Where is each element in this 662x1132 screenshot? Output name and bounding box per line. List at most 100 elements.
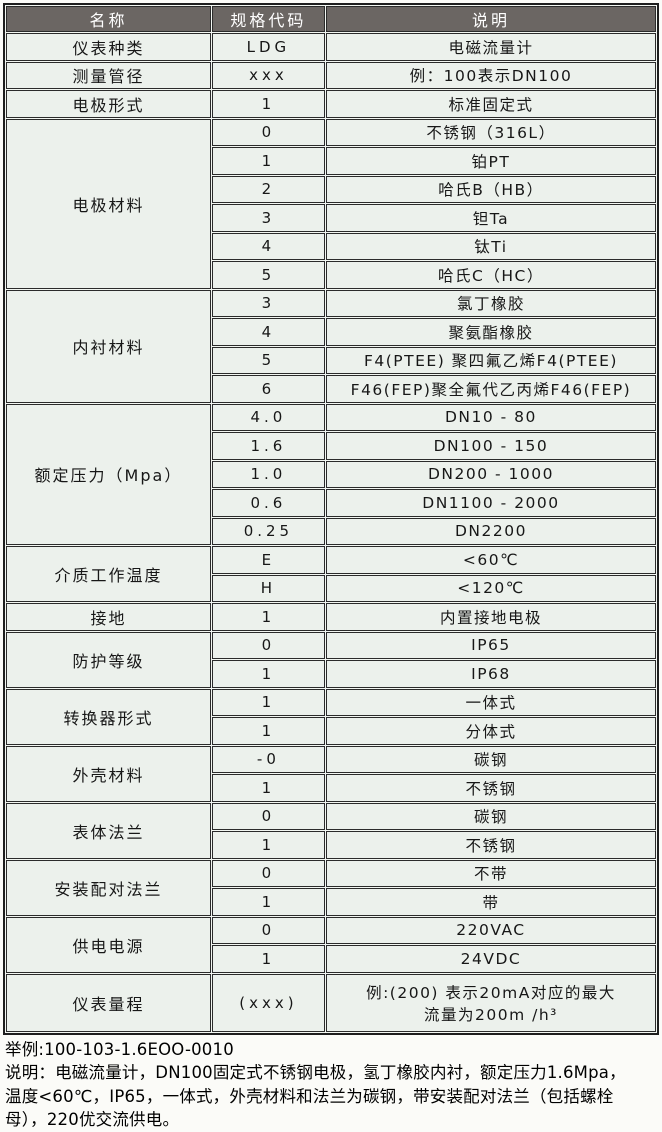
spec-code-cell: 2 [211,175,325,203]
table-row: 接地 1 内置接地电极 [6,603,656,631]
spec-desc-cell: 带 [325,888,656,916]
description-line: 温度<60℃，IP65，一体式，外壳材料和法兰为碳钢，带安装配对法兰（包括螺栓 [5,1086,614,1106]
spec-desc-cell: 铂PT [325,147,656,175]
spec-code-cell: 1 [211,603,325,631]
spec-name-cell: 额定压力（Mpa） [6,403,211,545]
spec-code-cell: 1 [211,888,325,916]
spec-code-cell: 1 [211,147,325,175]
description-line: 说明：电磁流量计，DN100固定式不锈钢电极，氢丁橡胶内衬，额定压力1.6Mpa… [5,1063,626,1082]
footer-notes: 举例:100-103-1.6EOO-0010 说明：电磁流量计，DN100固定式… [3,1038,659,1132]
spec-desc-cell: DN2200 [325,517,656,545]
spec-name-cell: 安装配对法兰 [6,859,211,916]
table-row: 防护等级 0 IP65 [6,631,656,688]
table-row: 额定压力（Mpa） 4.0 DN10 - 80 [6,403,656,545]
spec-code-cell: 1.6 [211,432,325,460]
spec-desc-cell: DN100 - 150 [325,432,656,460]
spec-desc-cell: 例：100表示DN100 [325,61,656,89]
table-row: 介质工作温度 E <60℃ [6,546,656,602]
spec-desc-cell: IP68 [325,660,656,688]
table-row: 供电电源 0 220VAC [6,916,656,973]
spec-table-body: 仪表种类 LDG 电磁流量计 测量管径 xxx 例：100表示DN100 电极形式 1 标准固定… [6,33,656,1032]
table-row: 1.6 DN100 - 150 [6,432,656,460]
spec-desc-cell: 碳钢 [325,745,656,773]
spec-name-cell: 外壳材料 [6,745,211,802]
spec-code-cell: 0 [211,631,325,659]
spec-code-cell: 0 [211,802,325,830]
table-row: 1 IP68 [6,660,656,688]
spec-name-cell: 表体法兰 [6,802,211,859]
spec-code-cell: E [211,546,325,574]
spec-name-cell: 仪表种类 [6,33,211,61]
spec-code-cell: 0 [211,118,325,146]
description-line: 母），220优交流供电。 [5,1110,180,1129]
spec-desc-cell: F46(FEP)聚全氟代乙丙烯F46(FEP) [325,375,656,403]
spec-code-cell: 1.0 [211,460,325,488]
table-row: 仪表量程 (xxx) 例:(200) 表示20mA对应的最大 流量为200m /h³ [6,973,656,1032]
spec-desc-cell: DN10 - 80 [325,403,656,431]
table-row: 1 24VDC [6,945,656,973]
spec-desc-cell: 分体式 [325,717,656,745]
spec-name-cell: 内衬材料 [6,289,211,403]
table-row: 1 分体式 [6,717,656,745]
table-row: 0.6 DN1100 - 2000 [6,489,656,517]
spec-desc-cell: DN200 - 1000 [325,460,656,488]
spec-code-cell: 3 [211,204,325,232]
spec-desc-cell: IP65 [325,631,656,659]
table-row: 6 F46(FEP)聚全氟代乙丙烯F46(FEP) [6,375,656,403]
spec-desc-cell: DN1100 - 2000 [325,489,656,517]
table-row: 电极材料 0 不锈钢（316L） [6,118,656,289]
spec-name-cell: 供电电源 [6,916,211,973]
spec-code-cell: 4.0 [211,403,325,431]
spec-code-cell: 1 [211,717,325,745]
spec-desc-cell: 钽Ta [325,204,656,232]
spec-desc-line: 例:(200) 表示20mA对应的最大 [366,983,616,1002]
spec-name-cell: 电极形式 [6,90,211,118]
spec-desc-cell: 电磁流量计 [325,33,656,61]
spec-code-cell: 0 [211,916,325,944]
spec-desc-cell: 不锈钢 [325,831,656,859]
table-row: 1 不锈钢 [6,774,656,802]
header-cell-name: 名称 [6,6,211,32]
spec-code-cell: 5 [211,261,325,289]
spec-code-cell: 4 [211,318,325,346]
spec-code-cell: 1 [211,688,325,716]
spec-code-cell: 1 [211,90,325,118]
spec-desc-cell: 碳钢 [325,802,656,830]
spec-desc-cell: 例:(200) 表示20mA对应的最大 流量为200m /h³ [325,973,656,1032]
spec-name-cell: 测量管径 [6,61,211,89]
table-row: 5 F4(PTEE) 聚四氟乙烯F4(PTEE) [6,346,656,374]
spec-code-cell: 1 [211,774,325,802]
spec-desc-cell: 不锈钢（316L） [325,118,656,146]
spec-name-cell: 电极材料 [6,118,211,289]
table-row: 3 钽Ta [6,204,656,232]
header-cell-desc: 说明 [325,6,656,32]
spec-name-cell: 仪表量程 [6,973,211,1032]
spec-desc-line: 流量为200m /h³ [424,1005,558,1024]
spec-code-cell: -0 [211,745,325,773]
spec-code-table: 名称 规格代码 说明 仪表种类 LDG 电磁流量计 测量管径 xxx 例：100表示DN1… [3,3,659,1035]
spec-desc-cell: 氯丁橡胶 [325,289,656,317]
spec-desc-cell: 标准固定式 [325,90,656,118]
spec-desc-cell: 内置接地电极 [325,603,656,631]
spec-code-cell: xxx [211,61,325,89]
table-row: 转换器形式 1 一体式 [6,688,656,745]
header-cell-code: 规格代码 [211,6,325,32]
table-row: 电极形式 1 标准固定式 [6,90,656,118]
spec-name-cell: 防护等级 [6,631,211,688]
spec-code-cell: 6 [211,375,325,403]
spec-desc-cell: 24VDC [325,945,656,973]
spec-code-cell: 5 [211,346,325,374]
table-row: H <120℃ [6,574,656,602]
spec-desc-cell: 聚氨酯橡胶 [325,318,656,346]
table-row: 安装配对法兰 0 不带 [6,859,656,916]
table-row: 仪表种类 LDG 电磁流量计 [6,33,656,61]
spec-desc-cell: 不带 [325,859,656,887]
spec-desc-cell: 不锈钢 [325,774,656,802]
spec-code-cell: 3 [211,289,325,317]
table-row: 0.25 DN2200 [6,517,656,545]
description-lines: 说明：电磁流量计，DN100固定式不锈钢电极，氢丁橡胶内衬，额定压力1.6Mpa… [5,1061,659,1132]
spec-desc-cell: 钛Ti [325,232,656,260]
spec-code-cell: 1 [211,831,325,859]
table-row: 外壳材料 -0 碳钢 [6,745,656,802]
spec-name-cell: 接地 [6,603,211,631]
